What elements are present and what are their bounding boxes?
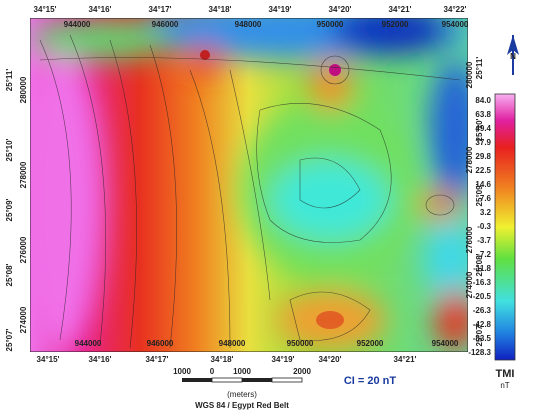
- right-latitude-label: 25°10': [475, 118, 484, 141]
- left-northing-label: 276000: [19, 236, 28, 263]
- top-degree-label: 34°21': [389, 5, 412, 14]
- top-easting-label: 948000: [235, 20, 262, 29]
- right-latitude-label: 25°08': [475, 253, 484, 276]
- bottom-degree-label: 34°20': [319, 355, 342, 364]
- legend-label: -42.8: [473, 320, 492, 329]
- scale-label: 1000: [233, 367, 251, 376]
- legend-label: -16.3: [473, 278, 492, 287]
- left-latitude-label: 25°07': [5, 328, 14, 351]
- bottom-easting-label: 954000: [432, 339, 459, 348]
- legend-label: 22.5: [475, 166, 491, 175]
- legend-label: 3.2: [480, 208, 492, 217]
- top-easting-label: 944000: [64, 20, 91, 29]
- bottom-easting-label: 944000: [75, 339, 102, 348]
- scale-label: 1000: [173, 367, 191, 376]
- contour-interval: CI = 20 nT: [344, 375, 397, 387]
- bottom-degree-label: 34°19': [272, 355, 295, 364]
- tmi-map: [30, 18, 468, 352]
- bottom-easting-label: 950000: [287, 339, 314, 348]
- top-easting-label: 954000: [442, 20, 469, 29]
- bottom-easting-label: 948000: [219, 339, 246, 348]
- legend-label: -3.7: [477, 236, 491, 245]
- legend-label: 14.6: [475, 180, 491, 189]
- legend-label: 7.6: [480, 194, 492, 203]
- left-latitude-label: 25°10': [5, 138, 14, 161]
- right-northing-label: 280000: [465, 61, 474, 88]
- bottom-easting-label: 952000: [357, 339, 384, 348]
- right-latitude-label: 25°11': [475, 57, 484, 80]
- top-degree-label: 34°22': [444, 5, 467, 14]
- legend-label: -26.3: [473, 306, 492, 315]
- right-northing-label: 274000: [465, 271, 474, 298]
- top-degree-label: 34°15': [34, 5, 57, 14]
- bottom-degree-label: 34°15': [37, 355, 60, 364]
- legend-label: -20.5: [473, 292, 492, 301]
- scale-label: 0: [210, 367, 215, 376]
- top-degree-label: 34°19': [269, 5, 292, 14]
- right-latitude-label: 25°09': [475, 183, 484, 206]
- left-latitude-label: 25°09': [5, 198, 14, 221]
- legend-label: -11.8: [473, 264, 491, 273]
- bottom-degree-label: 34°18': [211, 355, 234, 364]
- legend-title: TMI: [496, 368, 515, 380]
- datum: WGS 84 / Egypt Red Belt: [195, 401, 289, 410]
- bottom-degree-label: 34°17': [146, 355, 169, 364]
- left-northing-label: 278000: [19, 161, 28, 188]
- legend-label: 84.0: [475, 96, 491, 105]
- legend-label: -0.3: [477, 222, 491, 231]
- left-latitude-label: 25°11': [5, 69, 14, 92]
- top-easting-label: 950000: [317, 20, 344, 29]
- bottom-degree-label: 34°16': [89, 355, 112, 364]
- north-arrow: N: [507, 35, 519, 75]
- right-northing-label: 278000: [465, 146, 474, 173]
- scale-label: 2000: [293, 367, 311, 376]
- legend-label: -7.2: [477, 250, 491, 259]
- scale-unit: (meters): [227, 390, 257, 399]
- legend-label: 63.8: [475, 110, 491, 119]
- top-degree-label: 34°18': [209, 5, 232, 14]
- top-degree-label: 34°17': [149, 5, 172, 14]
- top-easting-label: 946000: [152, 20, 179, 29]
- top-degree-label: 34°16': [89, 5, 112, 14]
- bottom-degree-label: 34°21': [394, 355, 417, 364]
- top-easting-label: 952000: [382, 20, 409, 29]
- top-degree-label: 34°20': [329, 5, 352, 14]
- color-bar: [494, 93, 516, 361]
- legend-label: 49.4: [475, 124, 491, 133]
- legend-label: 29.8: [475, 152, 491, 161]
- scale-bar: [182, 377, 303, 383]
- bottom-easting-label: 946000: [147, 339, 174, 348]
- legend-label: 37.9: [475, 138, 491, 147]
- right-northing-label: 276000: [465, 226, 474, 253]
- legend-label: -83.5: [473, 334, 492, 343]
- legend-unit: nT: [500, 381, 509, 390]
- left-northing-label: 274000: [19, 306, 28, 333]
- right-latitude-label: 25°07': [475, 323, 484, 346]
- left-latitude-label: 25°08': [5, 263, 14, 286]
- legend-label: -128.3: [468, 348, 491, 357]
- left-northing-label: 280000: [19, 76, 28, 103]
- north-label: N: [510, 52, 516, 61]
